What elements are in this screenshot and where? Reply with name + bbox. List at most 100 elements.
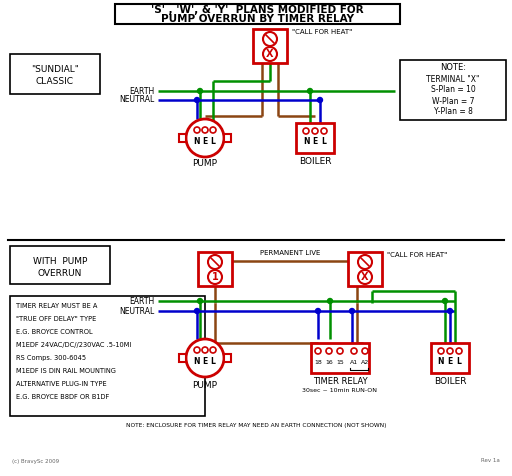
Bar <box>296 123 334 153</box>
Text: 'S' , 'W', & 'Y'  PLANS MODIFIED FOR: 'S' , 'W', & 'Y' PLANS MODIFIED FOR <box>151 5 364 15</box>
Text: Rev 1a: Rev 1a <box>481 458 500 464</box>
Text: NOTE: ENCLOSURE FOR TIMER RELAY MAY NEED AN EARTH CONNECTION (NOT SHOWN): NOTE: ENCLOSURE FOR TIMER RELAY MAY NEED… <box>126 424 386 428</box>
Text: A2: A2 <box>361 359 369 365</box>
Text: 30sec ~ 10min RUN-ON: 30sec ~ 10min RUN-ON <box>303 388 377 394</box>
Text: ALTERNATIVE PLUG-IN TYPE: ALTERNATIVE PLUG-IN TYPE <box>16 381 106 387</box>
Text: L: L <box>210 137 216 146</box>
Circle shape <box>337 348 343 354</box>
Text: EARTH: EARTH <box>130 87 155 96</box>
Text: NOTE:: NOTE: <box>440 63 466 72</box>
Circle shape <box>456 348 462 354</box>
Bar <box>10 296 205 416</box>
Circle shape <box>202 347 208 353</box>
Circle shape <box>198 89 203 93</box>
Text: WITH  PUMP: WITH PUMP <box>33 258 87 267</box>
Bar <box>253 29 287 63</box>
Bar <box>179 134 186 142</box>
Text: S-Plan = 10: S-Plan = 10 <box>431 86 475 95</box>
Text: E: E <box>312 137 317 146</box>
Text: N: N <box>303 137 309 146</box>
Circle shape <box>321 128 327 134</box>
Text: PERMANENT LIVE: PERMANENT LIVE <box>260 250 320 256</box>
Circle shape <box>447 348 453 354</box>
Bar <box>311 343 369 373</box>
Circle shape <box>328 298 332 304</box>
Text: X: X <box>361 272 369 282</box>
Circle shape <box>350 308 354 314</box>
Text: M1EDF 24VAC/DC//230VAC .5-10MI: M1EDF 24VAC/DC//230VAC .5-10MI <box>16 342 131 348</box>
Bar <box>179 354 186 362</box>
Text: PUMP: PUMP <box>193 159 218 169</box>
Circle shape <box>210 127 216 133</box>
Text: M1EDF IS DIN RAIL MOUNTING: M1EDF IS DIN RAIL MOUNTING <box>16 368 116 374</box>
Text: E: E <box>202 357 208 366</box>
Text: RS Comps. 300-6045: RS Comps. 300-6045 <box>16 355 86 361</box>
Text: PUMP OVERRUN BY TIMER RELAY: PUMP OVERRUN BY TIMER RELAY <box>161 14 354 24</box>
Text: OVERRUN: OVERRUN <box>38 269 82 278</box>
Circle shape <box>317 98 323 102</box>
Circle shape <box>351 348 357 354</box>
Bar <box>348 252 382 286</box>
Circle shape <box>210 347 216 353</box>
Text: N: N <box>438 357 444 366</box>
Text: A1: A1 <box>350 359 358 365</box>
Circle shape <box>195 98 200 102</box>
Text: PUMP: PUMP <box>193 380 218 389</box>
Text: "CALL FOR HEAT": "CALL FOR HEAT" <box>292 29 352 35</box>
Bar <box>224 134 231 142</box>
Text: EARTH: EARTH <box>130 297 155 306</box>
Bar <box>400 60 506 120</box>
Bar <box>10 246 110 284</box>
Text: TIMER RELAY: TIMER RELAY <box>313 377 367 387</box>
Circle shape <box>438 348 444 354</box>
Circle shape <box>442 298 447 304</box>
Text: TERMINAL "X": TERMINAL "X" <box>426 75 480 83</box>
Circle shape <box>358 270 372 284</box>
Text: E.G. BROYCE CONTROL: E.G. BROYCE CONTROL <box>16 329 93 335</box>
Text: CLASSIC: CLASSIC <box>36 78 74 87</box>
Text: "CALL FOR HEAT": "CALL FOR HEAT" <box>387 252 447 258</box>
Bar <box>198 252 232 286</box>
Text: (c) BravySc 2009: (c) BravySc 2009 <box>12 458 59 464</box>
Text: L: L <box>322 137 327 146</box>
Circle shape <box>194 127 200 133</box>
Circle shape <box>194 347 200 353</box>
Text: BOILER: BOILER <box>434 377 466 387</box>
Text: N: N <box>194 357 200 366</box>
Text: NEUTRAL: NEUTRAL <box>120 307 155 316</box>
Circle shape <box>362 348 368 354</box>
Text: 16: 16 <box>325 359 333 365</box>
Text: W-Plan = 7: W-Plan = 7 <box>432 97 474 106</box>
Circle shape <box>263 32 277 46</box>
Text: 15: 15 <box>336 359 344 365</box>
Text: E: E <box>202 137 208 146</box>
Circle shape <box>358 255 372 269</box>
Text: BOILER: BOILER <box>298 158 331 167</box>
Text: X: X <box>266 49 274 59</box>
Text: "TRUE OFF DELAY" TYPE: "TRUE OFF DELAY" TYPE <box>16 316 96 322</box>
Circle shape <box>186 339 224 377</box>
Text: L: L <box>210 357 216 366</box>
Text: L: L <box>457 357 461 366</box>
Circle shape <box>263 47 277 61</box>
Circle shape <box>208 270 222 284</box>
Text: "SUNDIAL": "SUNDIAL" <box>31 66 79 75</box>
Bar <box>115 4 400 24</box>
Bar <box>224 354 231 362</box>
Circle shape <box>308 89 312 93</box>
Text: N: N <box>194 137 200 146</box>
Text: 1: 1 <box>211 272 219 282</box>
Text: Y-Plan = 8: Y-Plan = 8 <box>434 108 473 117</box>
Text: TIMER RELAY MUST BE A: TIMER RELAY MUST BE A <box>16 303 97 309</box>
Text: E: E <box>447 357 453 366</box>
Text: NEUTRAL: NEUTRAL <box>120 96 155 105</box>
Circle shape <box>315 308 321 314</box>
Bar <box>431 343 469 373</box>
Circle shape <box>186 119 224 157</box>
Text: E.G. BROYCE B8DF OR B1DF: E.G. BROYCE B8DF OR B1DF <box>16 394 109 400</box>
Circle shape <box>195 308 200 314</box>
Text: 18: 18 <box>314 359 322 365</box>
Circle shape <box>315 348 321 354</box>
Circle shape <box>326 348 332 354</box>
Circle shape <box>202 127 208 133</box>
